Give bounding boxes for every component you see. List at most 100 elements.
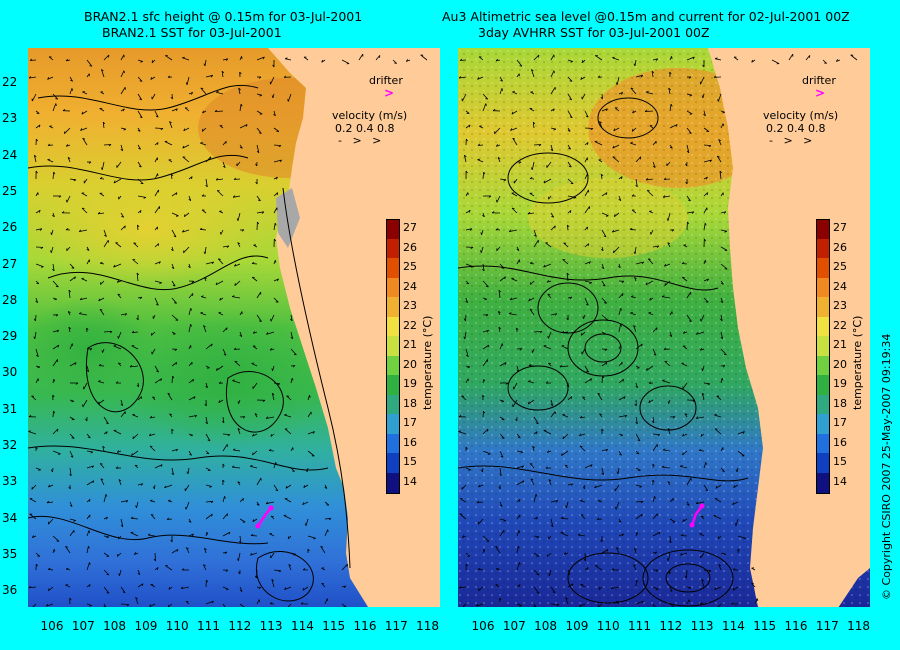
current-vector-arrowhead [211, 261, 215, 265]
current-vector-arrowhead [35, 138, 38, 142]
current-vector-arrowhead [535, 494, 538, 497]
current-vector-arrow [35, 228, 42, 231]
current-vector-arrowhead [231, 465, 235, 468]
current-vector-arrow [222, 586, 229, 590]
current-vector-arrowhead [64, 131, 66, 134]
current-vector-arrow [560, 532, 569, 537]
current-vector-arrow [686, 93, 692, 96]
current-vector-arrowhead [604, 348, 608, 351]
current-vector-arrow [251, 263, 258, 265]
current-vector-arrowhead [532, 121, 536, 125]
drifter-label: drifter [369, 74, 403, 87]
current-vector-arrowhead [582, 486, 585, 490]
current-vector-arrow [635, 261, 644, 265]
current-vector-arrowhead [271, 95, 274, 99]
current-vector-arrow [151, 348, 156, 355]
colorbar-swatch [386, 414, 399, 434]
current-vector-arrowhead [651, 420, 655, 424]
current-vector-arrowhead [239, 147, 243, 149]
current-vector-arrowhead [176, 549, 179, 552]
current-vector-arrowhead [231, 295, 235, 297]
current-vector-arrowhead [172, 284, 176, 287]
current-vector-arrowhead [101, 167, 103, 170]
current-vector-arrow [681, 276, 688, 282]
current-vector-arrowhead [737, 548, 740, 552]
current-vector-arrowhead [137, 130, 141, 132]
current-vector-arrowhead [578, 433, 582, 436]
current-vector-arrowhead [237, 558, 239, 561]
current-vector-arrow [137, 396, 142, 401]
current-vector-arrowhead [600, 96, 603, 100]
current-vector-arrow [550, 586, 556, 593]
current-vector-arrow [512, 399, 518, 408]
latitude-tick-label: 33 [2, 474, 18, 489]
current-vector-arrowhead [189, 453, 192, 456]
current-vector-arrowhead [166, 517, 170, 520]
current-vector-arrow [201, 296, 207, 299]
current-vector-arrowhead [136, 272, 140, 276]
current-vector-arrow [203, 325, 207, 333]
current-vector-arrow [464, 331, 467, 339]
current-vector-arrow [550, 212, 555, 218]
current-vector-arrowhead [699, 347, 703, 351]
current-vector-arrowhead [250, 533, 254, 536]
current-vector-arrowhead [232, 195, 236, 198]
current-vector-arrowhead [661, 465, 665, 468]
current-vector-arrowhead [636, 579, 639, 583]
current-vector-arrowhead [715, 485, 718, 489]
current-vector-arrowhead [188, 265, 191, 269]
current-vector-arrow [579, 603, 586, 607]
current-vector-arrowhead [151, 514, 154, 516]
current-vector-arrowhead [65, 144, 69, 147]
current-vector-arrowhead [209, 486, 212, 488]
current-vector-arrowhead [138, 165, 142, 168]
current-vector-arrow [533, 552, 540, 557]
current-vector-arrowhead [692, 399, 696, 402]
current-vector-arrowhead [669, 589, 673, 592]
current-vector-arrowhead [616, 547, 619, 550]
current-vector-arrow [51, 229, 54, 235]
current-vector-arrowhead [651, 70, 655, 74]
current-vector-arrow [216, 91, 224, 95]
current-vector-arrow [69, 467, 72, 476]
current-vector-arrowhead [254, 413, 258, 415]
current-vector-arrow [83, 178, 88, 184]
current-vector-arrowhead [562, 436, 564, 439]
current-vector-arrowhead [143, 197, 147, 199]
current-vector-arrowhead [183, 214, 186, 217]
current-vector-arrow [137, 59, 143, 62]
current-vector-arrowhead [224, 496, 226, 499]
current-vector-arrowhead [73, 179, 77, 182]
current-vector-arrow [531, 161, 535, 170]
current-vector-arrow [273, 192, 278, 197]
current-vector-arrow [499, 276, 506, 282]
current-vector-arrowhead [321, 59, 323, 63]
current-vector-arrow [478, 484, 484, 488]
current-vector-arrow [81, 110, 88, 115]
current-vector-arrow [616, 76, 620, 85]
current-vector-arrowhead [90, 451, 94, 454]
current-vector-arrowhead [203, 251, 206, 255]
current-vector-arrow [120, 54, 125, 61]
current-vector-arrowhead [622, 379, 624, 382]
current-vector-arrow [222, 531, 231, 537]
current-vector-arrow [696, 416, 705, 419]
current-vector-arrow [222, 416, 225, 423]
current-vector-arrowhead [545, 381, 549, 384]
longitude-tick-label: 109 [134, 619, 158, 633]
current-vector-arrow [79, 313, 88, 316]
current-vector-arrowhead [669, 71, 672, 75]
current-vector-arrow [35, 467, 41, 471]
colorbar-tick-label: 16 [403, 435, 417, 449]
current-vector-arrow [499, 88, 503, 95]
current-vector-arrowhead [485, 314, 489, 317]
current-vector-arrowhead [252, 452, 254, 456]
current-vector-arrow [150, 416, 156, 419]
current-vector-arrowhead [137, 224, 140, 228]
current-vector-arrow [528, 399, 535, 405]
current-vector-arrowhead [98, 298, 101, 302]
current-vector-arrowhead [190, 434, 193, 437]
current-vector-arrowhead [232, 379, 235, 381]
current-vector-arrow [511, 278, 518, 282]
current-vector-arrowhead [203, 63, 206, 67]
